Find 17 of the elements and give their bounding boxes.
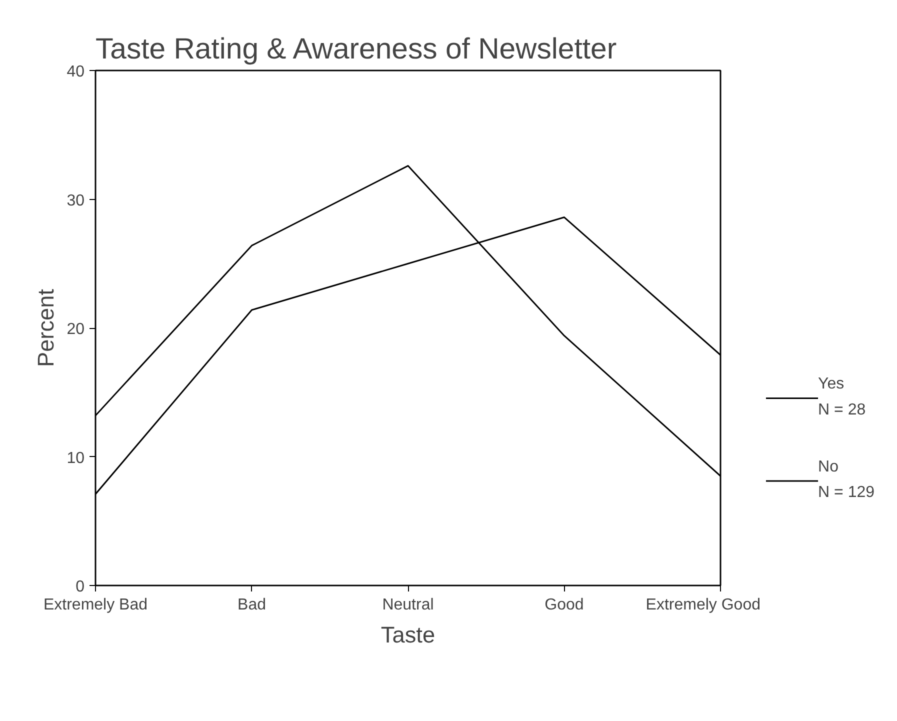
x-tick-label: Neutral xyxy=(382,596,434,614)
x-axis-title: Taste xyxy=(380,622,436,648)
y-tick-label: 40 xyxy=(66,64,85,80)
y-tick-label: 10 xyxy=(66,450,85,467)
chart-title: Taste Rating & Awareness of Newsletter xyxy=(96,32,617,66)
x-tick-label: Extremely Bad xyxy=(43,596,148,614)
x-tick-label: Extremely Good xyxy=(646,596,761,614)
y-tick-label: 30 xyxy=(66,192,85,210)
y-tick-label: 20 xyxy=(66,321,85,338)
text: No xyxy=(818,458,839,476)
text: Yes xyxy=(818,375,844,392)
x-tick-label: Bad xyxy=(238,596,266,614)
y-axis-title: Percent xyxy=(32,288,59,368)
y-tick-label: 0 xyxy=(76,578,85,596)
x-tick-label: Good xyxy=(544,596,584,614)
text: N = 129 xyxy=(818,484,875,502)
text: N = 28 xyxy=(818,401,866,418)
